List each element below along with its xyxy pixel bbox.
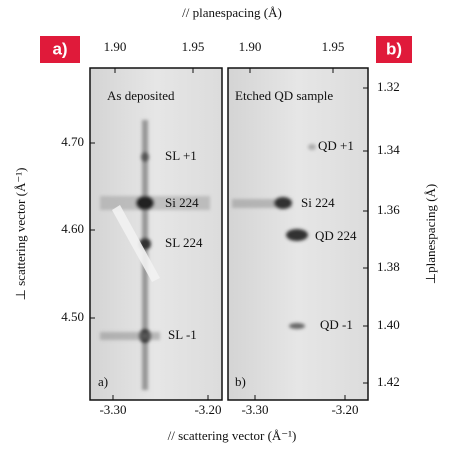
- peak-label: QD -1: [320, 317, 353, 332]
- panel-a: [89, 67, 223, 401]
- badge-b-label: b): [386, 39, 402, 58]
- badge-a: [40, 36, 80, 63]
- right-axis-title: ⊥planespacing (Å): [423, 184, 438, 284]
- bottom-tick-label: -3.20: [331, 402, 358, 417]
- top-tick-label: 1.90: [239, 39, 262, 54]
- badge-a-label: a): [52, 39, 67, 58]
- top-tick-label: 1.95: [182, 39, 205, 54]
- left-tick-label: 4.60: [61, 221, 84, 236]
- peak-label: QD +1: [318, 138, 354, 153]
- right-tick-label: 1.38: [377, 259, 400, 274]
- bottom-tick-label: -3.30: [99, 402, 126, 417]
- right-tick-label: 1.34: [377, 142, 400, 157]
- bottom-axis-title: // scattering vector (Å⁻¹): [168, 428, 297, 443]
- panel-corner: a): [98, 374, 108, 389]
- left-axis-title: ⊥ scattering vector (Å⁻¹): [13, 168, 28, 301]
- peak-label: SL 224: [165, 235, 203, 250]
- left-tick-label: 4.50: [61, 309, 84, 324]
- peak-label: SL -1: [168, 327, 197, 342]
- left-tick-label: 4.70: [61, 134, 84, 149]
- top-axis-title: // planespacing (Å): [182, 5, 282, 20]
- badge-b: [376, 36, 412, 63]
- bottom-tick-label: -3.20: [194, 402, 221, 417]
- peak-label: QD 224: [315, 228, 357, 243]
- panel-corner: b): [235, 374, 246, 389]
- bottom-tick-label: -3.30: [241, 402, 268, 417]
- peak-label: Si 224: [165, 195, 199, 210]
- top-tick-label: 1.90: [104, 39, 127, 54]
- peak-label: SL +1: [165, 148, 197, 163]
- panel-heading: As deposited: [107, 88, 175, 103]
- panel-heading: Etched QD sample: [235, 88, 333, 103]
- right-tick-label: 1.36: [377, 202, 400, 217]
- peak-label: Si 224: [301, 195, 335, 210]
- right-tick-label: 1.42: [377, 374, 400, 389]
- top-tick-label: 1.95: [322, 39, 345, 54]
- right-tick-label: 1.40: [377, 317, 400, 332]
- map-b: [232, 144, 316, 329]
- shadow: [112, 205, 160, 282]
- right-tick-label: 1.32: [377, 79, 400, 94]
